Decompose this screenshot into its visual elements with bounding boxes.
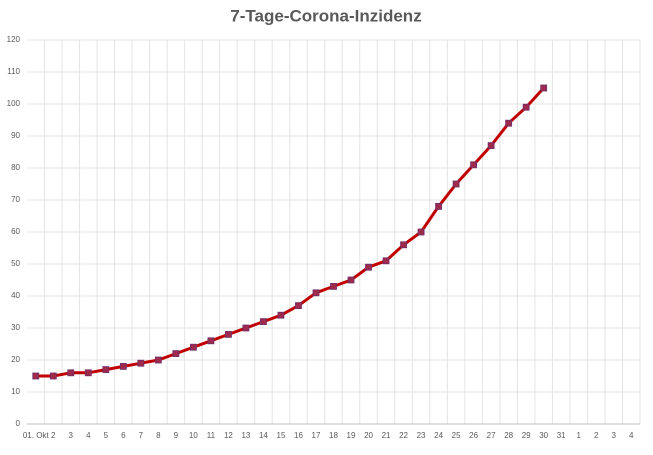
x-tick-label: 2 [594, 431, 599, 440]
x-tick-label: 6 [121, 431, 126, 440]
data-point [295, 302, 302, 310]
x-tick-label: 01. Okt [23, 431, 50, 440]
y-tick-label: 10 [11, 387, 20, 396]
x-tick-label: 14 [259, 431, 268, 440]
data-point [154, 356, 162, 364]
x-tick-label: 11 [207, 431, 216, 440]
x-tick-label: 19 [347, 431, 356, 440]
data-point [49, 372, 57, 380]
data-point [522, 103, 530, 111]
y-tick-label: 110 [7, 67, 20, 76]
data-point [67, 369, 75, 377]
data-point [207, 337, 215, 345]
x-tick-label: 21 [382, 431, 391, 440]
x-tick-label: 1 [576, 431, 581, 440]
y-tick-label: 80 [11, 163, 20, 172]
data-point [102, 366, 110, 374]
x-tick-label: 23 [417, 431, 426, 440]
data-point [330, 282, 337, 290]
x-tick-label: 26 [469, 431, 478, 440]
x-tick-label: 3 [69, 431, 74, 440]
data-point [347, 276, 355, 284]
x-tick-label: 9 [174, 431, 179, 440]
data-point [189, 343, 197, 351]
x-tick-label: 31 [557, 431, 566, 440]
x-tick-label: 30 [539, 431, 548, 440]
data-point [417, 228, 425, 236]
data-point [260, 318, 267, 326]
chart-title: 7-Tage-Corona-Inzidenz [230, 6, 421, 25]
data-point [365, 263, 372, 271]
x-tick-label: 4 [86, 431, 91, 440]
data-point [487, 142, 495, 150]
data-point [84, 369, 92, 377]
x-tick-label: 5 [104, 431, 109, 440]
x-tick-label: 17 [312, 431, 321, 440]
data-point [312, 289, 320, 297]
y-tick-label: 30 [11, 323, 20, 332]
data-point [32, 372, 40, 380]
x-tick-label: 8 [156, 431, 161, 440]
y-tick-label: 120 [7, 35, 21, 44]
data-point [119, 362, 127, 370]
x-tick-label: 7 [139, 431, 144, 440]
x-tick-label: 28 [504, 431, 513, 440]
x-tick-label: 25 [452, 431, 461, 440]
x-tick-label: 13 [241, 431, 250, 440]
x-tick-label: 22 [399, 431, 408, 440]
x-tick-label: 24 [434, 431, 443, 440]
data-point [505, 119, 513, 127]
data-point [540, 84, 548, 92]
x-tick-label: 12 [224, 431, 233, 440]
x-tick-label: 27 [487, 431, 496, 440]
x-tick-label: 2 [51, 431, 56, 440]
y-tick-label: 100 [7, 99, 21, 108]
x-tick-label: 20 [364, 431, 373, 440]
data-point [452, 180, 460, 188]
y-tick-label: 40 [11, 291, 20, 300]
data-point [470, 161, 478, 169]
y-tick-label: 60 [11, 227, 20, 236]
y-tick-label: 70 [11, 195, 20, 204]
data-point [277, 311, 285, 319]
x-tick-label: 15 [277, 431, 286, 440]
data-point [400, 241, 407, 249]
y-tick-label: 20 [11, 355, 20, 364]
x-tick-label: 3 [612, 431, 617, 440]
y-tick-label: 90 [11, 131, 20, 140]
data-point [225, 330, 232, 338]
data-point [242, 324, 250, 332]
data-point [382, 257, 390, 265]
x-tick-label: 4 [629, 431, 634, 440]
x-tick-label: 10 [189, 431, 198, 440]
x-tick-label: 29 [522, 431, 531, 440]
y-tick-label: 50 [11, 259, 20, 268]
data-point [137, 359, 145, 367]
x-tick-label: 16 [294, 431, 303, 440]
data-point [435, 202, 442, 210]
x-tick-label: 18 [329, 431, 338, 440]
y-tick-label: 0 [16, 419, 21, 428]
data-point [172, 350, 180, 358]
